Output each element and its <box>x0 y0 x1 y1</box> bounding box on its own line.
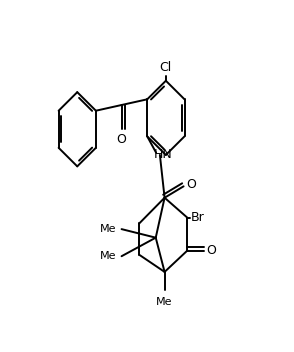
Text: HN: HN <box>153 149 172 162</box>
Text: O: O <box>186 178 196 191</box>
Text: Me: Me <box>100 251 116 261</box>
Text: O: O <box>117 133 126 146</box>
Text: Cl: Cl <box>160 62 172 75</box>
Text: Me: Me <box>100 224 116 234</box>
Text: Me: Me <box>156 297 173 307</box>
Text: Br: Br <box>191 211 205 224</box>
Text: O: O <box>206 244 216 257</box>
